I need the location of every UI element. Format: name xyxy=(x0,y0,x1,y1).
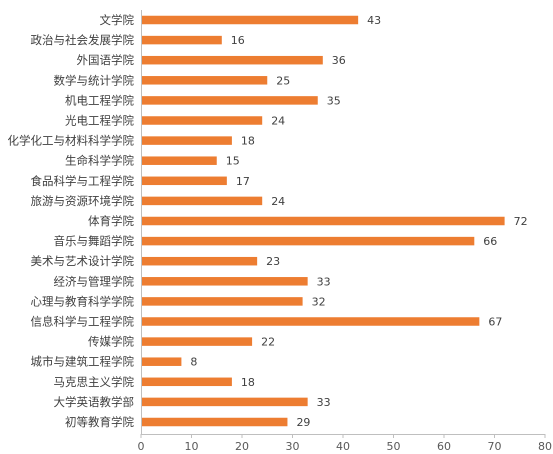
value-label: 25 xyxy=(276,74,290,87)
category-label: 初等教育学院 xyxy=(65,415,134,429)
category-label: 生命科学学院 xyxy=(65,154,134,168)
category-label: 城市与建筑工程学院 xyxy=(31,355,135,369)
category-label: 旅游与资源环境学院 xyxy=(31,194,135,208)
bar xyxy=(141,55,323,65)
bar xyxy=(141,236,475,246)
category-label: 经济与管理学院 xyxy=(54,274,135,288)
bar xyxy=(141,297,303,306)
category-labels: 文学院政治与社会发展学院外国语学院数学与统计学院机电工程学院光电工程学院化学化工… xyxy=(8,13,135,429)
x-tick-label: 40 xyxy=(336,440,350,453)
bar xyxy=(141,357,182,366)
value-label: 18 xyxy=(241,135,255,148)
x-tick-label: 30 xyxy=(286,440,300,453)
bar xyxy=(141,216,505,226)
category-label: 化学化工与材料科学学院 xyxy=(8,134,135,148)
bar xyxy=(141,417,288,427)
bar xyxy=(141,317,480,326)
category-label: 马克思主义学院 xyxy=(54,375,135,389)
value-label: 72 xyxy=(514,215,528,228)
category-label: 政治与社会发展学院 xyxy=(31,33,135,47)
value-label: 15 xyxy=(226,155,240,168)
value-label: 67 xyxy=(488,316,502,329)
bar xyxy=(141,397,308,407)
category-label: 心理与教育科学学院 xyxy=(31,294,135,308)
bar xyxy=(141,35,222,45)
category-label: 大学英语教学部 xyxy=(54,395,135,409)
bar xyxy=(141,176,227,186)
bar xyxy=(141,116,263,125)
value-label: 29 xyxy=(296,416,310,429)
bar xyxy=(141,76,268,85)
bar xyxy=(141,96,318,105)
value-labels: 4316362535241815172472662333326722818332… xyxy=(190,14,527,429)
bar xyxy=(141,156,217,165)
bar xyxy=(141,15,359,25)
x-tick-label: 60 xyxy=(437,440,451,453)
x-tick-label: 20 xyxy=(235,440,249,453)
value-label: 36 xyxy=(332,54,346,67)
value-label: 43 xyxy=(367,14,381,27)
x-tick-label: 10 xyxy=(185,440,199,453)
value-label: 33 xyxy=(317,275,331,288)
category-label: 机电工程学院 xyxy=(65,93,134,107)
bars xyxy=(141,15,505,427)
category-label: 光电工程学院 xyxy=(65,114,134,128)
category-label: 信息科学与工程学院 xyxy=(31,315,135,329)
category-label: 体育学院 xyxy=(88,214,134,228)
bar xyxy=(141,196,263,206)
bar xyxy=(141,337,253,346)
category-label: 食品科学与工程学院 xyxy=(31,174,135,188)
value-label: 32 xyxy=(312,295,326,308)
value-label: 24 xyxy=(271,195,285,208)
x-tick-label: 0 xyxy=(138,440,145,453)
value-label: 18 xyxy=(241,376,255,389)
category-label: 外国语学院 xyxy=(77,53,135,67)
category-label: 美术与艺术设计学院 xyxy=(31,254,135,268)
x-axis-ticks: 0 10 20 30 40 50 60 70 80 xyxy=(138,434,552,453)
bar xyxy=(141,277,308,286)
x-tick-label: 50 xyxy=(387,440,401,453)
bar xyxy=(141,256,258,266)
category-label: 文学院 xyxy=(100,13,135,27)
bar xyxy=(141,377,232,387)
category-label: 数学与统计学院 xyxy=(54,73,135,87)
value-label: 35 xyxy=(327,94,341,107)
value-label: 23 xyxy=(266,255,280,268)
category-label: 音乐与舞蹈学院 xyxy=(54,234,135,248)
value-label: 66 xyxy=(483,235,497,248)
value-label: 16 xyxy=(231,34,245,47)
value-label: 17 xyxy=(236,175,250,188)
category-label: 传媒学院 xyxy=(88,335,134,349)
value-label: 8 xyxy=(190,356,197,369)
bar xyxy=(141,136,232,145)
value-label: 24 xyxy=(271,115,285,128)
value-label: 33 xyxy=(317,396,331,409)
x-tick-label: 80 xyxy=(538,440,552,453)
value-label: 22 xyxy=(261,336,275,349)
x-tick-label: 70 xyxy=(488,440,502,453)
